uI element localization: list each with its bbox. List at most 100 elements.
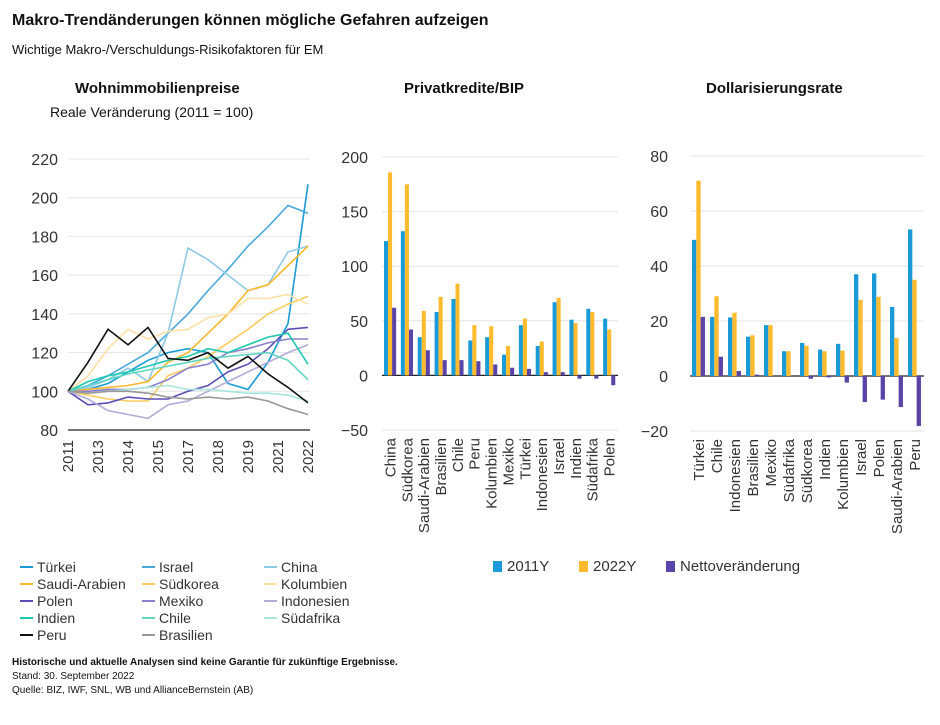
c2-bar (442, 360, 447, 376)
legend-item: Indonesien (264, 592, 350, 609)
c2-category-label: Chile (450, 438, 467, 472)
legend-label: Indien (37, 609, 76, 626)
c2-ytick: 150 (341, 205, 368, 222)
chart1-title: Wohnimmobilienpreise (75, 80, 240, 97)
c2-bar (400, 231, 405, 376)
c3-bar (764, 325, 769, 376)
legend-item: Saudi-Arabien (20, 575, 126, 592)
legend-item: Chile (142, 609, 191, 626)
c3-ytick: −20 (641, 424, 668, 441)
c1-xtick: 2019 (240, 440, 257, 473)
legend-label: China (281, 558, 318, 575)
c2-bar (459, 360, 464, 376)
c3-bar (710, 316, 715, 376)
c2-bar (573, 322, 578, 376)
c3-category-label: Südafrika (781, 438, 798, 502)
legend-swatch (666, 561, 675, 572)
legend-swatch (264, 599, 277, 602)
page-title: Makro-Trendänderungen können mögliche Ge… (12, 12, 489, 29)
c3-bar (750, 335, 755, 376)
legend-label: Peru (37, 626, 67, 643)
c3-bar (894, 338, 899, 376)
c2-ytick: 100 (341, 259, 368, 276)
c3-bar (844, 376, 849, 383)
c2-bar (518, 325, 523, 376)
legend-item: Nettoveränderung (666, 558, 800, 575)
c2-category-label: Südafrika (585, 437, 602, 501)
legend-item: Mexiko (142, 592, 203, 609)
c3-bar (876, 296, 881, 376)
c3-bar (872, 273, 877, 376)
legend-label: Südafrika (281, 609, 341, 626)
c3-bar (804, 345, 809, 376)
c3-bar (908, 229, 913, 376)
c1-xtick: 2013 (90, 440, 107, 473)
c3-bar (858, 299, 863, 376)
c2-bar (611, 375, 616, 386)
c2-bar (535, 345, 540, 376)
page-subtitle: Wichtige Makro-/Verschuldungs-Risikofakt… (12, 42, 324, 57)
c3-category-label: Polen (871, 439, 888, 477)
line-brasilien (67, 390, 309, 416)
legend-swatch (142, 616, 155, 619)
c3-category-label: Israel (853, 439, 870, 476)
legend-label: Israel (159, 558, 194, 575)
c2-bar (577, 375, 582, 379)
c2-bar (569, 319, 574, 376)
c3-bar (890, 306, 895, 376)
c1-ytick: 160 (31, 268, 58, 285)
c3-bar (700, 316, 705, 376)
legend-label: Nettoveränderung (680, 558, 801, 575)
legend-item: Polen (20, 592, 73, 609)
c3-category-label: Südkorea (799, 438, 816, 503)
legend-label: Polen (37, 592, 73, 609)
date-note: Stand: 30. September 2022 (12, 671, 135, 682)
legend-swatch (142, 565, 155, 568)
c2-category-label: Kolumbien (484, 438, 501, 509)
c2-category-label: Indien (568, 438, 585, 479)
c2-bar (408, 329, 413, 376)
legend-swatch (20, 616, 33, 619)
legend-label: Brasilien (159, 626, 213, 643)
c2-bar (384, 241, 389, 376)
c3-bar (808, 376, 813, 379)
legend-label: 2022Y (593, 558, 637, 575)
c1-ytick: 80 (40, 423, 58, 440)
c2-bar (421, 310, 426, 376)
c2-category-label: Südkorea (399, 437, 416, 502)
c3-bar (898, 376, 903, 408)
c2-category-label: Peru (467, 438, 484, 470)
chart2-title: Privatkredite/BIP (404, 80, 525, 97)
c3-category-label: Indonesien (727, 439, 744, 512)
legend-label: Südkorea (159, 575, 219, 592)
c2-bar (502, 354, 507, 376)
c2-bar (392, 307, 397, 376)
line-china (67, 245, 309, 393)
c1-ytick: 100 (31, 384, 58, 401)
c2-bar (526, 368, 531, 376)
c2-bar (493, 364, 498, 376)
legend-label: Chile (159, 609, 191, 626)
legend-label: Mexiko (159, 592, 204, 609)
legend-label: Türkei (37, 558, 76, 575)
legend-item: Südkorea (142, 575, 219, 592)
legend-swatch (264, 582, 277, 585)
legend-label: Kolumbien (281, 575, 348, 592)
c2-bar (539, 341, 544, 376)
chart1-subtitle: Reale Veränderung (2011 = 100) (50, 104, 254, 120)
c2-bar (607, 329, 612, 376)
c1-xtick: 2014 (120, 440, 137, 473)
c2-bar (552, 302, 557, 376)
c2-bar (522, 318, 527, 376)
c3-bar (916, 376, 921, 427)
legend-swatch (20, 582, 33, 585)
c3-category-label: Kolumbien (835, 439, 852, 510)
c2-bar (434, 312, 439, 376)
c2-bar (425, 350, 430, 376)
c3-bar (768, 325, 773, 376)
legend-item: Israel (142, 558, 193, 575)
legend-swatch (142, 599, 155, 602)
c2-bar (388, 172, 393, 376)
c2-bar (603, 318, 608, 376)
legend-swatch (20, 565, 33, 568)
